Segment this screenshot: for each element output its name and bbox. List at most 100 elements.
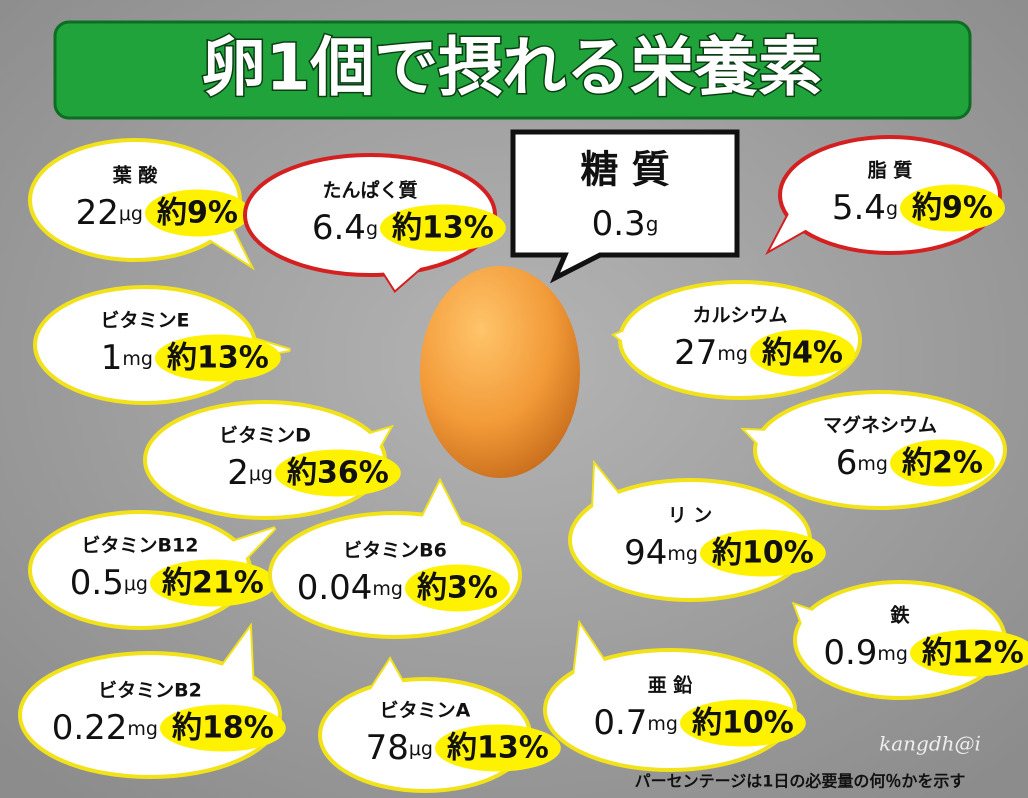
nutrient-name: 亜 鉛: [648, 674, 694, 697]
daily-share: 約13%: [392, 211, 494, 246]
amount: 0.9: [823, 633, 877, 673]
amount: 0.3: [592, 204, 646, 244]
amount: 0.7: [593, 703, 647, 743]
bubble: ビタミンB2 0.22mg 約18%: [18, 622, 286, 779]
share-highlight: [405, 564, 510, 612]
unit: mg: [647, 713, 678, 735]
daily-share: 約9%: [912, 191, 993, 226]
bubble: ビタミンB12 0.5μg 約21%: [28, 510, 277, 630]
nutrient-name: 脂 質: [868, 159, 913, 182]
nutrient-name: ビタミンB2: [98, 680, 202, 702]
nutrient-amount: 0.5μg: [70, 563, 148, 603]
bubble-tail-cover: [592, 465, 622, 517]
amount: 0.04: [297, 568, 373, 608]
bubble: ビタミンB6 0.04mg 約3%: [268, 477, 522, 639]
bubble: ビタミンD 2μg 約36%: [143, 400, 401, 520]
unit: g: [886, 198, 898, 220]
bubble: 鉄 0.9mg 約12%: [791, 580, 1028, 700]
nutrient-amount: 0.9mg: [823, 633, 908, 673]
nutrient-amount: 5.4g: [832, 188, 898, 228]
unit: mg: [127, 718, 158, 740]
daily-share: 約36%: [287, 456, 389, 491]
nutrient-amount: 6mg: [836, 443, 888, 483]
nutrient-amount: 1mg: [101, 338, 153, 378]
unit: mg: [667, 543, 698, 565]
unit: mg: [857, 453, 888, 475]
share-highlight: [155, 334, 281, 382]
bubble: ビタミンA 78μg 約13%: [318, 656, 561, 793]
amount: 0.5: [70, 563, 124, 603]
nutrient-amount: 0.04mg: [297, 568, 403, 608]
unit: μg: [249, 463, 273, 485]
bubble: たんぱく質 6.4g 約13%: [243, 153, 506, 294]
share-highlight: [910, 629, 1028, 677]
share-highlight: [275, 449, 401, 497]
nutrient-name: マグネシウム: [823, 414, 937, 437]
nutrient-amount: 27mg: [674, 333, 748, 373]
bubble: カルシウム 27mg 約4%: [611, 280, 862, 400]
daily-share: 約4%: [762, 336, 843, 371]
footer-note: パーセンテージは1日の必要量の何％かを示す: [635, 772, 966, 791]
nutrient-name: ビタミンE: [101, 310, 190, 332]
daily-share: 約13%: [447, 731, 549, 766]
amount: 22: [76, 193, 119, 233]
nutrient-name: たんぱく質: [322, 179, 417, 202]
share-highlight: [680, 699, 806, 747]
daily-share: 約18%: [172, 711, 274, 746]
unit: g: [646, 212, 659, 236]
bubble: 脂 質 5.4g 約9%: [765, 135, 1005, 256]
daily-share: 約21%: [162, 566, 264, 601]
bubble-tail-cover: [381, 261, 429, 290]
egg: [420, 266, 580, 478]
unit: g: [366, 218, 378, 240]
bubble: 亜 鉛0.7mg 約10%: [543, 619, 806, 772]
bubble-tail-cover: [573, 625, 608, 683]
share-highlight: [150, 559, 276, 607]
daily-share: 約9%: [157, 196, 238, 231]
daily-share: 約10%: [712, 536, 814, 571]
sugar-box: [510, 129, 740, 284]
nutrient-name: ビタミンA: [380, 700, 471, 722]
bubble-tail-cover: [367, 660, 405, 696]
unit: mg: [372, 578, 403, 600]
unit: mg: [717, 343, 748, 365]
nutrient-amount: 6.4g: [312, 208, 378, 248]
bubble-tail-cover: [219, 628, 253, 689]
nutrient-name: リ ン: [668, 505, 713, 527]
sugar-amount: 0.3g: [592, 204, 659, 244]
share-highlight: [750, 329, 855, 377]
daily-share: 約12%: [922, 636, 1024, 671]
amount: 94: [624, 533, 667, 573]
daily-share: 約10%: [692, 706, 794, 741]
daily-share: 約13%: [167, 341, 269, 376]
sugar-name: 糖 質: [580, 148, 669, 192]
nutrient-name: ビタミンB6: [343, 540, 447, 562]
amount: 27: [674, 333, 717, 373]
share-highlight: [900, 184, 1005, 232]
share-highlight: [435, 724, 561, 772]
nutrient-amount: 0.22mg: [52, 708, 158, 748]
nutrient-name: 葉 酸: [112, 164, 159, 187]
bubble-tail-cover: [420, 482, 465, 532]
nutrient-amount: 94mg: [624, 533, 698, 573]
amount: 2: [227, 453, 249, 493]
share-highlight: [380, 204, 506, 252]
amount: 6.4: [312, 208, 366, 248]
nutrient-amount: 78μg: [366, 728, 433, 768]
unit: μg: [409, 738, 433, 760]
nutrient-name: ビタミンD: [219, 425, 311, 447]
bubble-tail-cover: [225, 528, 275, 566]
signature: kangdh@i: [879, 732, 981, 756]
bubble-tail-cover: [745, 430, 775, 454]
unit: μg: [124, 573, 148, 595]
bubble: マグネシウム 6mg 約2%: [740, 390, 1007, 510]
nutrient-name: 鉄: [889, 604, 910, 627]
share-highlight: [890, 439, 995, 487]
nutrient-name: カルシウム: [692, 305, 787, 327]
share-highlight: [700, 529, 826, 577]
title: 卵1個で摂れる栄養素: [202, 32, 823, 106]
unit: mg: [877, 643, 908, 665]
bubble-tail-cover: [770, 205, 812, 250]
